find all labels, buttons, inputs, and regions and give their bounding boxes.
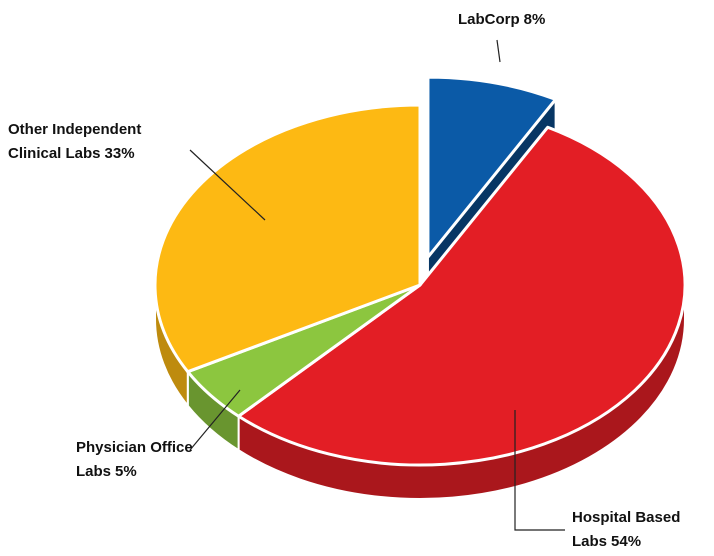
slice-label: Hospital Based Labs 54% [572,506,712,554]
value-label: 54% [611,533,642,550]
category-label: Physician Office Labs [76,439,193,480]
category-label: LabCorp [458,11,520,28]
leader-line [189,149,266,221]
value-label: 8% [523,11,546,28]
slice-label: Other Independent Clinical Labs 33% [8,118,193,166]
pie-slice [153,103,422,374]
leader-line [496,39,501,63]
pie-slice [426,75,558,259]
value-label: 33% [104,145,135,162]
leader-line [189,389,241,451]
category-label: Hospital Based Labs [572,509,681,550]
pie-slice [237,125,687,467]
leader-lines [189,39,565,531]
leader-line [514,410,565,531]
category-label: Other Independent Clinical Labs [8,121,142,162]
pie-tops [153,75,687,467]
value-label: 5% [115,463,137,480]
slice-label: LabCorp 8% [458,8,658,32]
slice-label: Physician Office Labs 5% [76,436,201,484]
